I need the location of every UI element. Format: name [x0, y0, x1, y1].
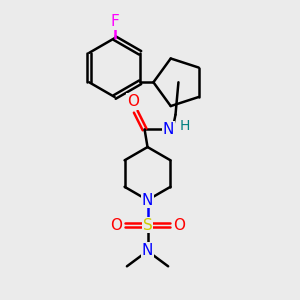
Text: S: S	[143, 218, 152, 232]
Text: H: H	[179, 119, 190, 134]
Text: N: N	[142, 193, 153, 208]
Text: O: O	[127, 94, 139, 109]
Text: O: O	[173, 218, 185, 232]
Text: N: N	[142, 243, 153, 258]
Text: O: O	[110, 218, 122, 232]
Text: F: F	[110, 14, 119, 29]
Text: N: N	[163, 122, 174, 137]
